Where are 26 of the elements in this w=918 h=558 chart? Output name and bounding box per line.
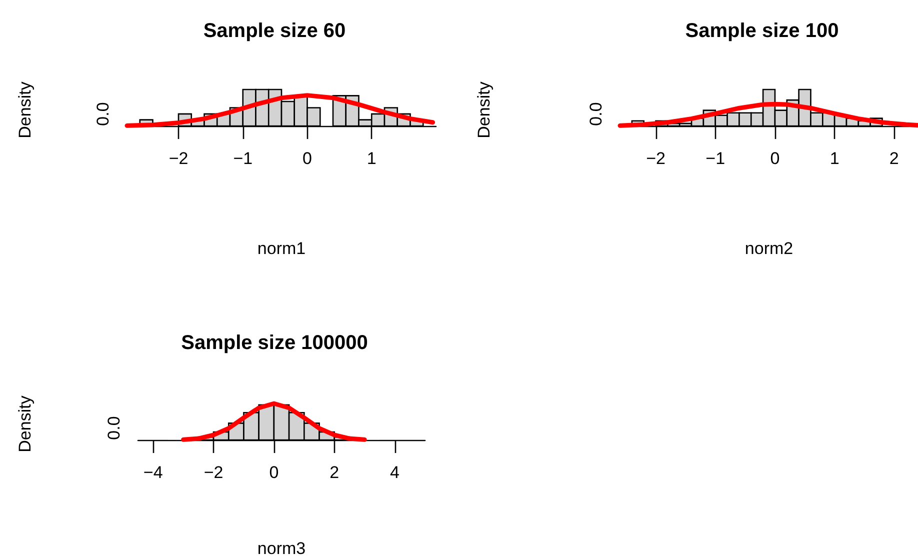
x-axis-title: norm1 bbox=[257, 239, 306, 258]
x-tick-label: −2 bbox=[204, 463, 224, 482]
text: 0.0 bbox=[586, 102, 606, 126]
x-axis-title: norm2 bbox=[744, 239, 794, 258]
x-tick-label: 0 bbox=[269, 463, 279, 482]
text: 0.0 bbox=[104, 416, 124, 440]
y-axis-title: Density bbox=[16, 81, 34, 138]
chart-title: Sample size 100 bbox=[685, 20, 839, 42]
x-tick-label: 2 bbox=[889, 149, 899, 168]
chart-title: Sample size 60 bbox=[203, 20, 346, 42]
x-tick-label: 0 bbox=[302, 149, 312, 168]
x-axis-title: norm3 bbox=[257, 539, 306, 558]
x-tick-label: −4 bbox=[143, 463, 163, 482]
x-tick-label: −2 bbox=[168, 149, 188, 168]
x-tick-label: 1 bbox=[830, 149, 840, 168]
x-tick-label: 0 bbox=[770, 149, 780, 168]
x-tick-label: −2 bbox=[646, 149, 666, 168]
x-tick-label: −1 bbox=[233, 149, 253, 168]
x-tick-label: 4 bbox=[390, 463, 400, 482]
x-tick-label: 1 bbox=[366, 149, 376, 168]
chart-title: Sample size 100000 bbox=[181, 332, 368, 354]
x-tick-label: 2 bbox=[330, 463, 340, 482]
y-axis-title: Density bbox=[474, 81, 494, 138]
y-axis-title: Density bbox=[16, 395, 34, 452]
text: 0.0 bbox=[94, 102, 112, 126]
x-tick-label: −1 bbox=[706, 149, 726, 168]
